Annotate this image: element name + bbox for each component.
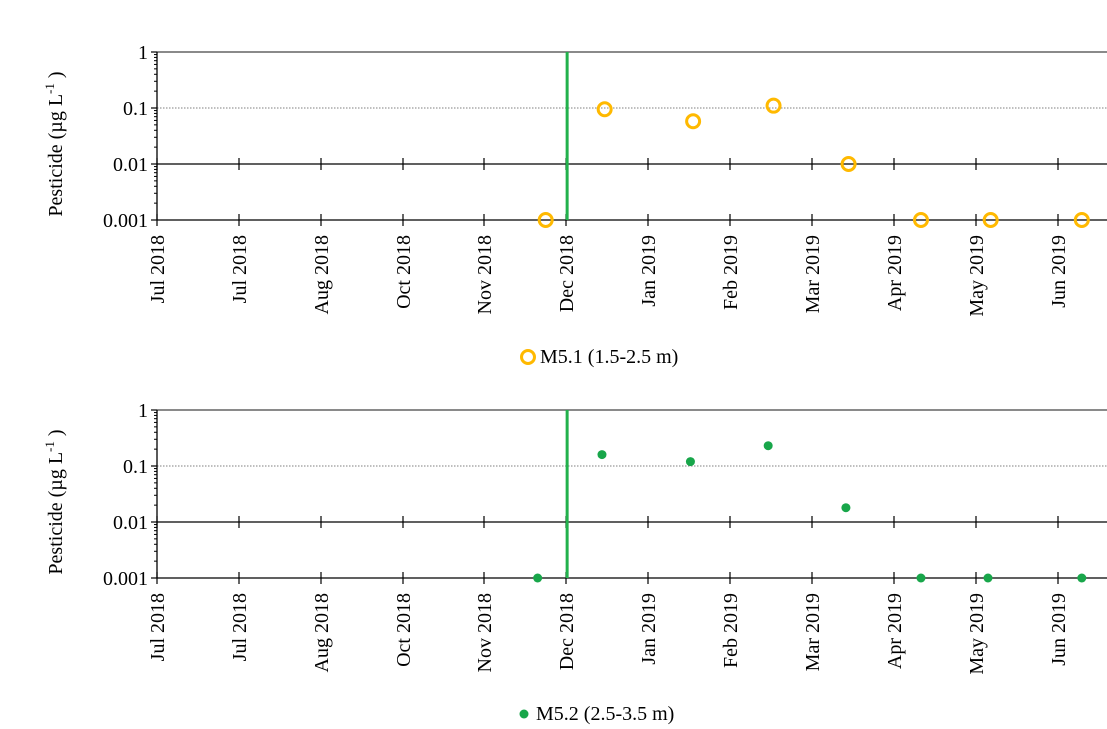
data-point <box>685 457 695 467</box>
legend: M5.2 (2.5-3.5 m) <box>519 703 674 725</box>
data-point <box>763 441 773 451</box>
legend-marker <box>519 709 529 719</box>
x-tick-label: Jun 2019 <box>1048 235 1070 308</box>
legend-marker <box>520 349 536 365</box>
y-axis-label-main: Pesticide (µg L <box>45 94 67 217</box>
data-point <box>982 212 999 228</box>
y-axis-label-main: Pesticide (µg L <box>45 452 67 575</box>
x-tick-label: Oct 2018 <box>393 593 415 667</box>
y-axis-label-close: ) <box>45 71 67 83</box>
x-tick-label: Aug 2018 <box>311 593 333 672</box>
data-point <box>916 573 926 583</box>
legend: M5.1 (1.5-2.5 m) <box>520 346 678 368</box>
chart-panel-2: 1 0.1 0.01 0.001 Jul 2018 Jul 2018 Aug 2018 Oct… <box>42 400 1107 725</box>
data-point <box>840 156 857 172</box>
data-point <box>841 503 851 513</box>
x-tick-label: Mar 2019 <box>802 235 824 313</box>
y-axis-label-sup: -1 <box>42 441 57 452</box>
x-tick-label: Jul 2018 <box>147 593 169 661</box>
x-tick-label: Jun 2019 <box>1048 593 1070 666</box>
y-axis-label-close: ) <box>45 429 67 441</box>
y-axis-label: Pesticide (µg L-1 ) <box>42 71 67 216</box>
x-tick-label: May 2019 <box>966 235 988 317</box>
y-tick-label: 0.01 <box>113 154 148 176</box>
y-tick-label: 0.001 <box>103 568 148 590</box>
data-point <box>983 573 993 583</box>
chart-panel-1: 1 0.1 0.01 0.001 Jul 2018 Jul 2018 Aug 2018 Oct… <box>42 42 1107 368</box>
x-tick-label: Feb 2019 <box>720 235 742 310</box>
x-tick-label: Jan 2019 <box>638 593 660 665</box>
x-tick-label: Nov 2018 <box>474 593 496 672</box>
x-tick-label: Apr 2019 <box>884 593 906 669</box>
x-tick-label: Jul 2018 <box>147 235 169 303</box>
x-tick-label: Jul 2018 <box>229 593 251 661</box>
data-point <box>537 212 554 228</box>
data-point <box>1073 212 1090 228</box>
x-tick-label: Oct 2018 <box>393 235 415 309</box>
data-point <box>765 97 782 114</box>
data-point <box>1077 573 1087 583</box>
x-tick-label: Apr 2019 <box>884 235 906 311</box>
legend-label: M5.2 (2.5-3.5 m) <box>536 703 674 725</box>
x-tick-label: Nov 2018 <box>474 235 496 314</box>
y-tick-label: 0.1 <box>123 98 148 120</box>
x-tick-label: May 2019 <box>966 593 988 675</box>
y-axis-label: Pesticide (µg L-1 ) <box>42 429 67 574</box>
y-tick-label: 0.01 <box>113 512 148 534</box>
x-tick-label: Feb 2019 <box>720 593 742 668</box>
x-tick-label: Dec 2018 <box>556 235 578 312</box>
x-tick-label: Dec 2018 <box>556 593 578 670</box>
y-tick-label: 0.1 <box>123 456 148 478</box>
y-tick-label: 1 <box>138 400 148 422</box>
x-tick-label: Aug 2018 <box>311 235 333 314</box>
data-point <box>597 450 607 460</box>
data-point <box>596 101 613 118</box>
x-tick-label: Jan 2019 <box>638 235 660 307</box>
y-tick-label: 1 <box>138 42 148 64</box>
y-tick-label: 0.001 <box>103 210 148 232</box>
x-tick-label: Mar 2019 <box>802 593 824 671</box>
legend-label: M5.1 (1.5-2.5 m) <box>540 346 678 368</box>
data-point <box>912 212 929 228</box>
data-point <box>685 113 702 130</box>
x-tick-label: Jul 2018 <box>229 235 251 303</box>
data-point <box>533 573 543 583</box>
y-axis-label-sup: -1 <box>42 83 57 94</box>
